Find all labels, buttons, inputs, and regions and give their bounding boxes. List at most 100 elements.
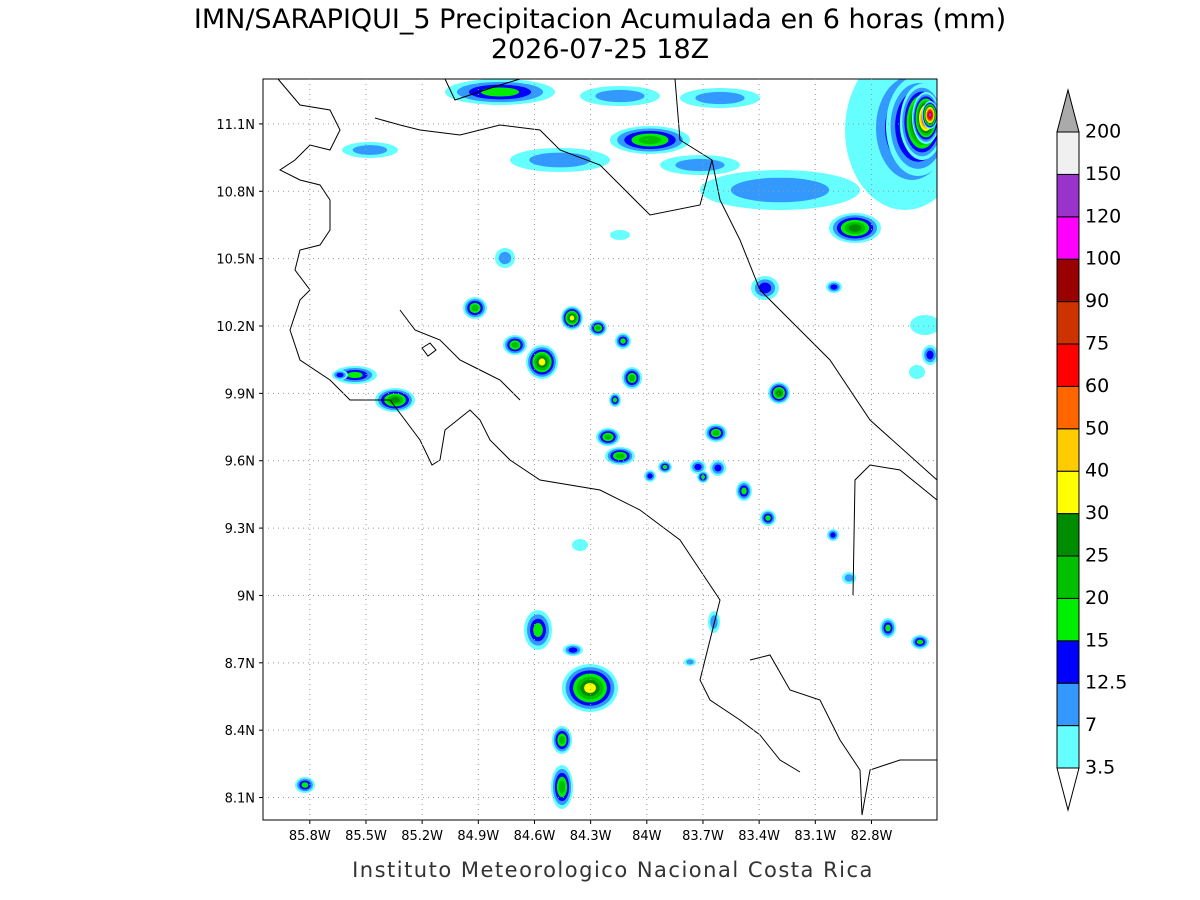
lon-tick-label: 84W — [632, 829, 662, 844]
colorbar-label: 50 — [1085, 417, 1109, 439]
precip-area — [629, 374, 635, 382]
colorbar-box — [1056, 597, 1080, 642]
precip-area — [848, 224, 862, 232]
precip-area — [686, 659, 694, 665]
precip-area — [741, 487, 747, 495]
lat-tick-label: 10.8N — [216, 185, 255, 200]
precip-area — [830, 532, 836, 538]
colorbar-box — [1056, 385, 1080, 430]
precip-area — [538, 358, 546, 366]
lat-tick-label: 9.3N — [225, 522, 255, 537]
precip-area — [471, 304, 479, 312]
precip-area — [675, 158, 725, 172]
colorbar: 3.5 7 12.5 15 20 25 30 40 50 60 75 90 100 120 150 200 — [1056, 88, 1127, 812]
colorbar-label: 40 — [1085, 460, 1109, 482]
lon-tick-label: 84.9W — [457, 829, 499, 844]
colorbar-label: 25 — [1085, 545, 1109, 567]
precip-area — [712, 430, 720, 436]
precip-area — [584, 682, 596, 694]
precip-area — [830, 284, 838, 290]
footer: Instituto Meteorologico Nacional Costa R… — [352, 858, 874, 882]
precip-area — [730, 177, 830, 203]
precip-area — [498, 251, 512, 265]
precip-area — [390, 397, 400, 403]
coastline — [749, 654, 863, 816]
border — [374, 117, 713, 216]
precip-area — [572, 539, 588, 551]
coastlines — [277, 78, 938, 816]
precip-area — [885, 624, 891, 632]
precip-area — [844, 574, 854, 582]
precip-area — [647, 473, 653, 479]
precip-area — [765, 515, 771, 521]
colorbar-label: 20 — [1085, 587, 1109, 609]
colorbar-label: 15 — [1085, 629, 1109, 651]
colorbar-label: 30 — [1085, 502, 1109, 524]
colorbar-box — [1056, 725, 1080, 769]
precip-area — [569, 315, 575, 321]
colorbar-label: 200 — [1085, 121, 1121, 143]
colorbar-box — [1056, 428, 1080, 472]
coastline — [444, 78, 521, 101]
colorbar-label: 75 — [1085, 333, 1109, 355]
colorbar-box — [1056, 343, 1080, 387]
precip-area — [336, 372, 344, 378]
lon-tick-label: 84.6W — [514, 829, 556, 844]
lat-tick-label: 8.1N — [225, 792, 255, 807]
colorbar-box — [1056, 173, 1080, 218]
map-plot — [263, 79, 937, 820]
precip-area — [511, 342, 519, 348]
precip-area — [662, 464, 668, 470]
colorbar-box — [1056, 216, 1080, 260]
precip-area — [714, 464, 722, 472]
lon-tick-label: 83.4W — [738, 829, 780, 844]
precip-area — [595, 89, 645, 103]
border — [852, 464, 938, 596]
precip-area — [610, 230, 630, 240]
lon-tick-label: 84.3W — [570, 829, 612, 844]
colorbar-label: 100 — [1085, 248, 1121, 270]
precip-area — [928, 113, 932, 117]
lat-tick-label: 9.9N — [225, 387, 255, 402]
lat-tick-label: 8.7N — [225, 657, 255, 672]
colorbar-label: 60 — [1085, 375, 1109, 397]
lon-tick-label: 82.8W — [851, 829, 893, 844]
map-frame — [262, 78, 938, 821]
colorbar-label: 150 — [1085, 163, 1121, 185]
lon-tick-label: 85.8W — [289, 829, 331, 844]
precip-area — [558, 780, 566, 794]
colorbar-over — [1056, 88, 1080, 133]
island — [421, 342, 437, 357]
colorbar-label: 120 — [1085, 205, 1121, 227]
lat-tick-label: 10.2N — [216, 320, 255, 335]
precip-area — [695, 91, 745, 105]
precip-area — [909, 365, 925, 379]
lon-tick-label: 85.2W — [401, 829, 443, 844]
lon-tick-label: 83.7W — [682, 829, 724, 844]
colorbar-label: 12.5 — [1085, 672, 1127, 694]
lon-tick-label: 85.5W — [345, 829, 387, 844]
lat-tick-label: 8.4N — [225, 724, 255, 739]
precip-area — [916, 639, 924, 645]
precip-area — [559, 736, 565, 744]
grid — [263, 79, 937, 820]
precip-area — [480, 87, 520, 97]
colorbar-box — [1056, 301, 1080, 345]
coastline — [399, 309, 521, 401]
precip-area — [758, 282, 772, 294]
coastline — [861, 759, 937, 816]
colorbar-box — [1056, 258, 1080, 303]
colorbar-box — [1056, 555, 1080, 599]
lat-tick-label: 11.1N — [216, 118, 255, 133]
colorbar-box — [1056, 682, 1080, 727]
map-subtitle: 2026-07-25 18Z — [491, 34, 709, 65]
colorbar-box — [1056, 640, 1080, 684]
colorbar-label: 3.5 — [1085, 757, 1115, 779]
precip-area — [595, 325, 601, 331]
precip-area — [620, 338, 626, 344]
colorbar-box — [1056, 513, 1080, 557]
precip-area — [568, 647, 578, 653]
precip-area — [612, 397, 618, 403]
lon-tick-label: 83.1W — [794, 829, 836, 844]
